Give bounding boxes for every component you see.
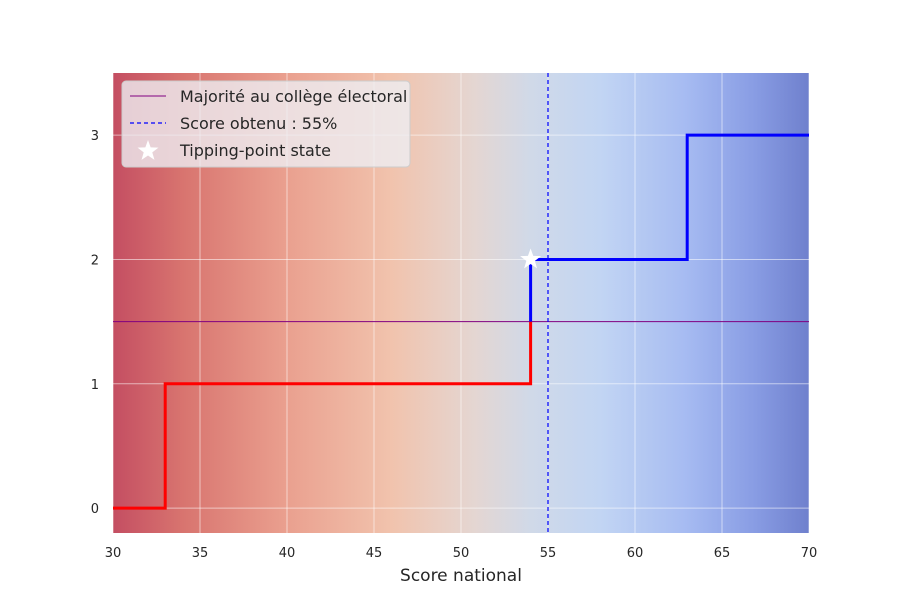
x-tick-label: 45: [366, 546, 383, 561]
y-tick-label: 1: [91, 378, 99, 393]
x-tick-label: 65: [714, 546, 731, 561]
tipping-point-star: [520, 248, 542, 269]
x-tick-label: 70: [801, 546, 818, 561]
x-tick-label: 35: [192, 546, 209, 561]
legend-label-score: Score obtenu : 55%: [180, 114, 337, 133]
y-tick-labels: 0 1 2 3: [91, 129, 99, 517]
x-tick-label: 30: [105, 546, 122, 561]
y-tick-label: 3: [91, 129, 99, 144]
legend: Majorité au collège électoral Score obte…: [121, 80, 411, 168]
x-tick-label: 40: [279, 546, 296, 561]
y-tick-label: 0: [91, 502, 99, 517]
x-axis-label: Score national: [400, 566, 522, 586]
x-tick-label: 60: [627, 546, 644, 561]
markers-group: [520, 248, 542, 269]
reference-lines: [113, 73, 809, 533]
red-step-line: [113, 321, 533, 510]
legend-label-tipping: Tipping-point state: [179, 141, 331, 160]
legend-box: [121, 80, 411, 168]
blue-step-line: [529, 133, 809, 322]
legend-label-majority: Majorité au collège électoral: [180, 87, 407, 106]
x-tick-labels: 30 35 40 45 50 55 60 65 70: [105, 546, 818, 561]
y-tick-label: 2: [91, 253, 99, 268]
series-group: [113, 133, 809, 510]
x-tick-label: 50: [453, 546, 470, 561]
legend-star-shape: [137, 140, 159, 160]
x-tick-label: 55: [540, 546, 557, 561]
legend-star-icon: [137, 140, 159, 160]
